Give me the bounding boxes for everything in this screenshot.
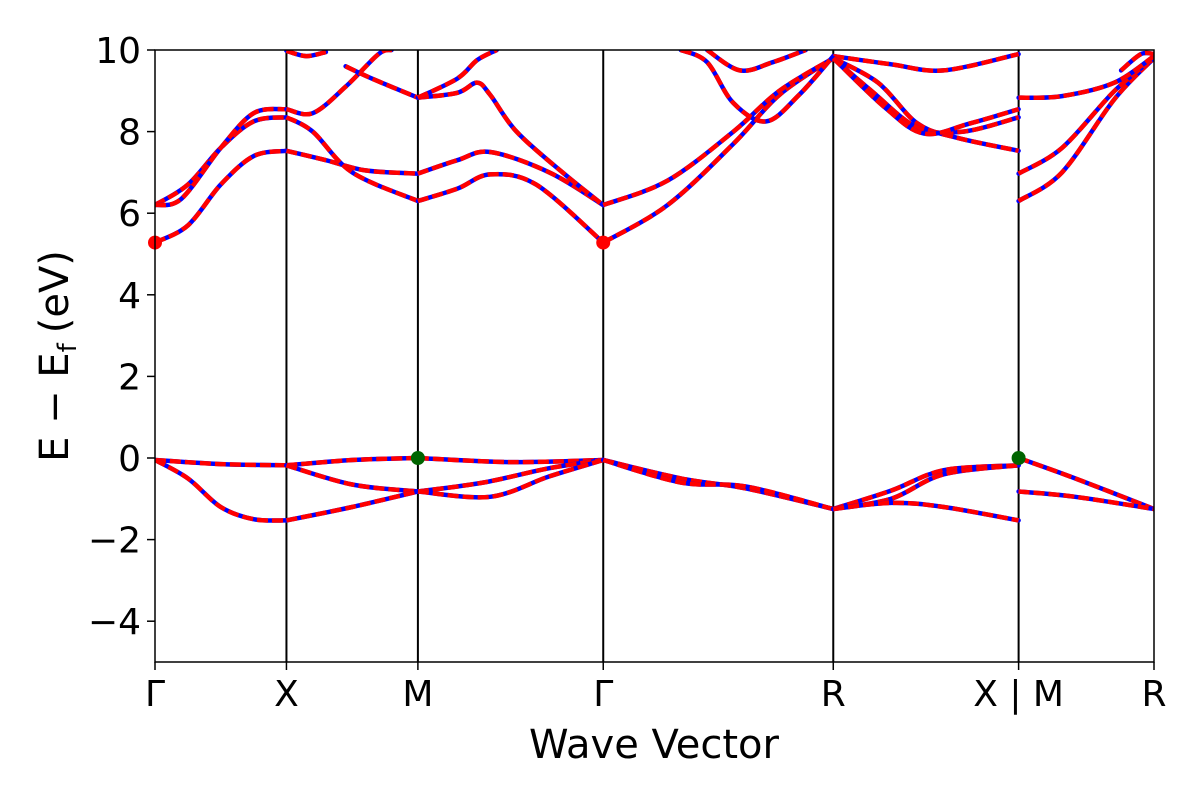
x-tick-label: R bbox=[1141, 674, 1166, 715]
band-line-spin-up bbox=[285, 115, 419, 204]
band-line-spin-up bbox=[416, 50, 498, 100]
band-line-spin-up bbox=[155, 458, 287, 523]
x-tick-label: X bbox=[274, 674, 299, 715]
band-line-spin-up bbox=[832, 51, 1020, 73]
vbm-marker bbox=[410, 451, 425, 465]
high-symmetry-lines bbox=[285, 50, 1020, 662]
y-tick-label: 6 bbox=[118, 194, 141, 235]
band-line-spin-down bbox=[155, 148, 289, 245]
x-tick-label: Γ bbox=[593, 674, 613, 715]
band-line-spin-up bbox=[832, 463, 1019, 512]
band-line-spin-up bbox=[832, 463, 1019, 512]
band-line-spin-up bbox=[1119, 50, 1154, 73]
band-line-spin-up bbox=[602, 56, 835, 208]
band-line-spin-up bbox=[417, 149, 605, 207]
y-tick-label: −2 bbox=[88, 521, 141, 562]
band-line-spin-down bbox=[1016, 489, 1154, 512]
y-tick-label: 8 bbox=[118, 113, 141, 154]
y-axis-title-subscript: f bbox=[53, 342, 83, 352]
band-line-spin-up bbox=[285, 489, 419, 523]
y-tick-label: 2 bbox=[118, 357, 141, 398]
band-line-spin-up bbox=[831, 56, 1020, 137]
x-tick-label: Γ bbox=[145, 674, 165, 715]
vbm-marker bbox=[1011, 451, 1026, 465]
band-line-spin-down bbox=[284, 115, 421, 204]
cbm-marker bbox=[596, 235, 611, 250]
band-line-spin-up bbox=[417, 457, 604, 494]
band-line-spin-up bbox=[705, 50, 807, 74]
band-line-spin-up bbox=[602, 56, 835, 245]
band-line-spin-up bbox=[417, 455, 604, 465]
band-line-spin-up bbox=[833, 500, 1019, 523]
band-line-spin-up bbox=[417, 457, 604, 500]
x-axis-ticks: Γ X M Γ R X | M R bbox=[145, 662, 1167, 715]
band-line-spin-up bbox=[285, 50, 393, 117]
band-line-spin-up bbox=[1018, 54, 1154, 101]
band-line-spin-up bbox=[417, 80, 605, 207]
x-tick-label: X | M bbox=[973, 674, 1064, 715]
band-line-spin-up bbox=[155, 148, 287, 245]
band-line-spin-up bbox=[1017, 56, 1154, 203]
band-line-spin-up bbox=[155, 115, 287, 207]
band-line-spin-up bbox=[417, 171, 605, 245]
band-line-spin-up bbox=[285, 463, 419, 494]
band-line-spin-up bbox=[285, 50, 327, 59]
y-tick-label: −4 bbox=[88, 602, 141, 643]
band-line-spin-down bbox=[415, 149, 606, 208]
y-axis-ticks: −4 −2 0 2 4 6 8 10 bbox=[88, 31, 155, 643]
band-line-spin-up bbox=[155, 106, 287, 208]
band-line-spin-up bbox=[679, 50, 835, 124]
band-line-spin-up bbox=[1017, 56, 1154, 176]
x-tick-label: M bbox=[402, 674, 433, 715]
band-line-spin-up bbox=[832, 56, 1020, 154]
band-lines bbox=[155, 50, 1154, 523]
y-tick-label: 10 bbox=[95, 31, 141, 72]
band-line-spin-down bbox=[600, 55, 836, 245]
band-line-spin-up bbox=[155, 457, 287, 468]
x-axis-title: Wave Vector bbox=[529, 722, 780, 768]
y-tick-label: 0 bbox=[118, 439, 141, 480]
band-line-spin-up bbox=[344, 64, 419, 100]
plot-frame bbox=[154, 49, 1155, 663]
band-line-spin-up bbox=[1017, 455, 1154, 512]
band-line-spin-up bbox=[286, 455, 418, 468]
y-tick-label: 4 bbox=[118, 276, 141, 317]
band-line-spin-down bbox=[155, 106, 289, 208]
band-edge-markers bbox=[148, 235, 1026, 465]
y-axis-title-main: E − E bbox=[32, 352, 78, 462]
y-axis-title: E − Ef (eV) bbox=[32, 250, 83, 462]
x-tick-label: R bbox=[821, 674, 846, 715]
band-line-spin-up bbox=[602, 457, 834, 512]
y-axis-title-unit: (eV) bbox=[32, 250, 78, 333]
